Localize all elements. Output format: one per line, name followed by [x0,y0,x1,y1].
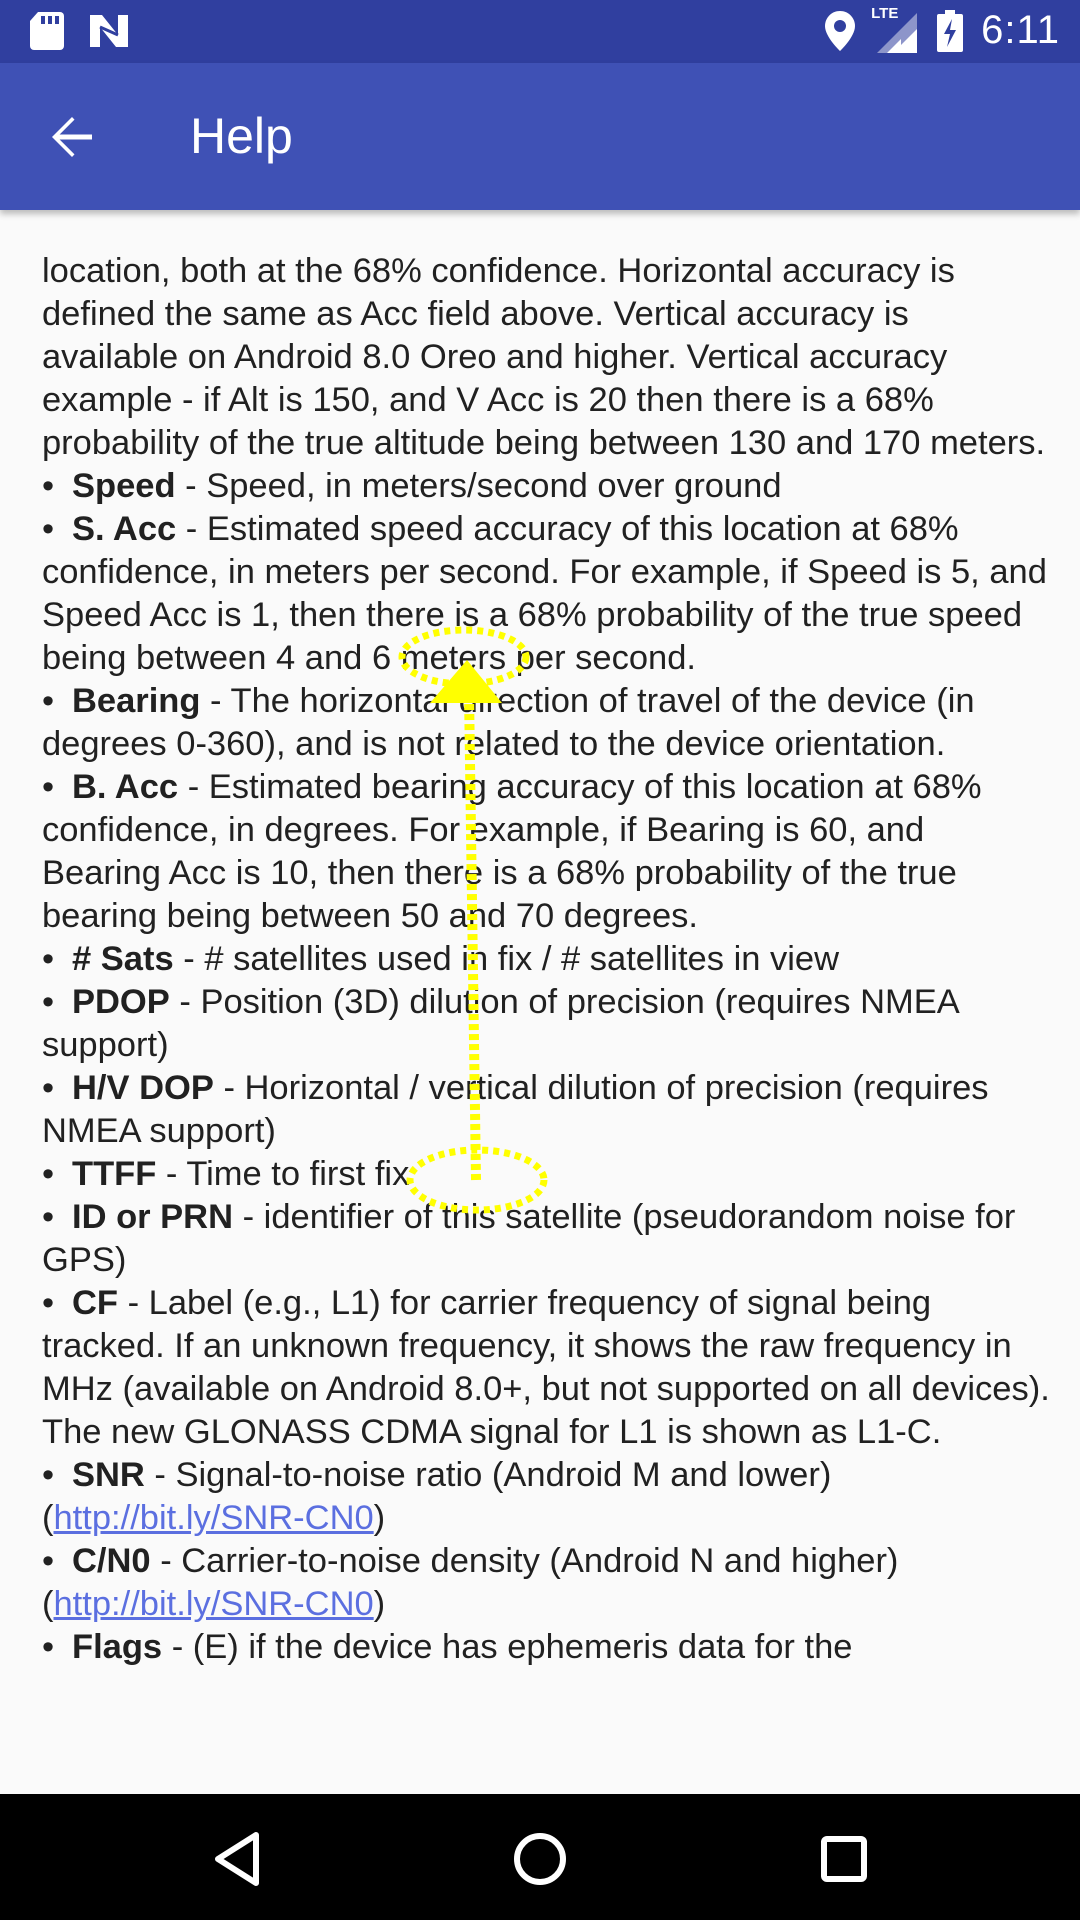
bullet: • [42,1069,55,1107]
help-item: • Speed - Speed, in meters/second over gr… [42,465,1052,508]
back-button[interactable] [34,99,110,175]
status-bar: LTE 6:11 [0,0,1080,63]
help-item-description: - # satellites used in fix / # satellite… [173,940,840,978]
navigation-bar [0,1794,1080,1920]
n-logo-icon [88,13,130,49]
bullet: • [42,510,55,548]
sd-card-icon [30,12,64,50]
link-open-paren: ( [42,1499,54,1537]
bullet: • [42,682,55,720]
help-items-list: • Speed - Speed, in meters/second over gr… [42,465,1052,1669]
back-arrow-icon [50,115,94,159]
bullet: • [42,1284,55,1322]
help-text-block: location, both at the 68% confidence. Ho… [42,250,1052,1669]
back-triangle-icon [212,1831,262,1887]
location-pin-icon [825,10,856,51]
battery-charging-icon [937,9,964,52]
app-bar: Help [0,63,1080,210]
help-item: • Flags - (E) if the device has ephemeris… [42,1626,1052,1669]
help-item-description: - The horizontal direction of travel of … [42,682,975,763]
nav-home-button[interactable] [505,1824,575,1894]
link-close-paren: ) [373,1499,386,1537]
network-type-label: LTE [871,4,899,22]
help-item-term: B. Acc [72,768,179,806]
link-open-paren: ( [42,1585,54,1623]
help-item-term: C/N0 [72,1542,151,1580]
recents-square-icon [819,1834,869,1884]
help-item: • C/N0 - Carrier-to-noise density (Androi… [42,1540,1052,1626]
bullet: • [42,1198,55,1236]
bullet: • [42,1628,55,1666]
clock: 6:11 [981,8,1060,52]
bullet: • [42,467,55,505]
help-item-term: # Sats [72,940,174,978]
bullet: • [42,983,55,1021]
help-link[interactable]: http://bit.ly/SNR-CN0 [53,1499,374,1537]
help-item-term: Flags [72,1628,163,1666]
help-item-term: H/V DOP [72,1069,214,1107]
help-item: • TTFF - Time to first fix [42,1153,1052,1196]
help-item-description: - Time to first fix [156,1155,410,1193]
status-left-icons [30,12,130,50]
help-item-description: - Estimated speed accuracy of this locat… [42,510,1047,677]
status-right-icons: LTE 6:11 [825,5,1060,53]
nav-back-button[interactable] [202,1824,272,1894]
help-item-description: - (E) if the device has ephemeris data f… [162,1628,853,1666]
help-item-term: CF [72,1284,118,1322]
help-item-description: - Estimated bearing accuracy of this loc… [42,768,982,935]
help-item-description: - identifier of this satellite (pseudora… [42,1198,1016,1279]
help-item-description: - Carrier-to-noise density (Android N an… [150,1542,899,1580]
help-item: • H/V DOP - Horizontal / vertical dilutio… [42,1067,1052,1153]
help-item: • SNR - Signal-to-noise ratio (Android M … [42,1454,1052,1540]
help-item-term: Bearing [72,682,201,720]
help-item-term: Speed [72,467,176,505]
help-content[interactable]: location, both at the 68% confidence. Ho… [0,210,1080,1750]
bullet: • [42,1542,55,1580]
signal-icon: LTE [871,5,919,53]
help-item: • CF - Label (e.g., L1) for carrier frequ… [42,1282,1052,1454]
help-item-term: S. Acc [72,510,177,548]
intro-paragraph: location, both at the 68% confidence. Ho… [42,252,1046,462]
help-link[interactable]: http://bit.ly/SNR-CN0 [53,1585,374,1623]
help-item: • # Sats - # satellites used in fix / # s… [42,938,1052,981]
help-item: • S. Acc - Estimated speed accuracy of th… [42,508,1052,680]
nav-recents-button[interactable] [809,1824,879,1894]
help-item: • Bearing - The horizontal direction of t… [42,680,1052,766]
link-close-paren: ) [373,1585,386,1623]
help-item-term: ID or PRN [72,1198,234,1236]
help-item: • ID or PRN - identifier of this satellit… [42,1196,1052,1282]
help-item-description: - Position (3D) dilution of precision (r… [42,983,958,1064]
bullet: • [42,1155,55,1193]
home-circle-icon [512,1831,568,1887]
help-item-description: - Signal-to-noise ratio (Android M and l… [144,1456,832,1494]
help-item-term: PDOP [72,983,170,1021]
bullet: • [42,768,55,806]
help-item-description: - Horizontal / vertical dilution of prec… [42,1069,989,1150]
help-item: • B. Acc - Estimated bearing accuracy of … [42,766,1052,938]
page-title: Help [190,108,293,164]
help-item: • PDOP - Position (3D) dilution of precis… [42,981,1052,1067]
help-item-description: - Speed, in meters/second over ground [175,467,782,505]
bullet: • [42,940,55,978]
bullet: • [42,1456,55,1494]
help-item-term: TTFF [72,1155,157,1193]
help-item-term: SNR [72,1456,145,1494]
help-item-description: - Label (e.g., L1) for carrier frequency… [42,1284,1050,1451]
